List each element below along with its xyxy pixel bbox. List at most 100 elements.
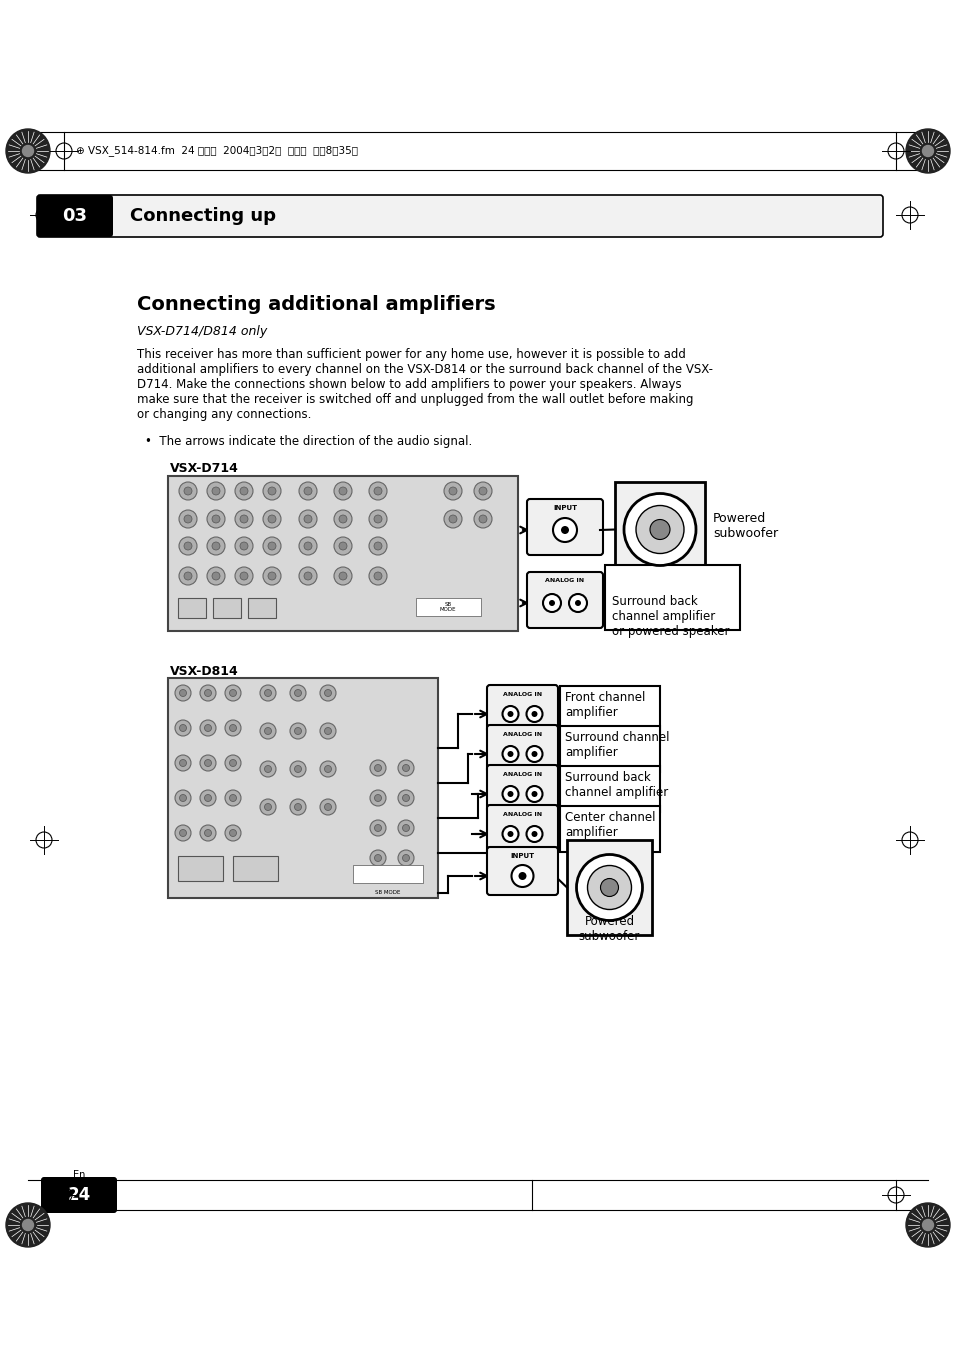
Circle shape: [298, 509, 316, 528]
Text: INPUT: INPUT: [510, 852, 534, 859]
Circle shape: [268, 571, 275, 580]
Text: ANALOG IN: ANALOG IN: [502, 692, 541, 697]
Circle shape: [23, 146, 33, 157]
Circle shape: [304, 515, 312, 523]
Circle shape: [174, 825, 191, 842]
Circle shape: [204, 759, 212, 766]
Circle shape: [324, 689, 331, 697]
Circle shape: [184, 542, 192, 550]
Circle shape: [294, 727, 301, 735]
Text: VSX-D714/D814 only: VSX-D714/D814 only: [137, 326, 267, 338]
Circle shape: [174, 755, 191, 771]
Circle shape: [623, 493, 696, 566]
Circle shape: [179, 759, 186, 766]
Circle shape: [294, 689, 301, 697]
Circle shape: [240, 515, 248, 523]
Text: or changing any connections.: or changing any connections.: [137, 408, 311, 422]
Circle shape: [531, 831, 537, 838]
Circle shape: [397, 850, 414, 866]
Circle shape: [200, 755, 215, 771]
Text: Surround back
channel amplifier
or powered speaker: Surround back channel amplifier or power…: [612, 594, 729, 638]
FancyBboxPatch shape: [526, 571, 602, 628]
FancyBboxPatch shape: [526, 499, 602, 555]
Circle shape: [575, 600, 580, 607]
Circle shape: [184, 515, 192, 523]
FancyBboxPatch shape: [486, 805, 558, 852]
Circle shape: [507, 751, 513, 757]
Text: ⊕ VSX_514-814.fm  24 ページ  2004年3月2日  火曜日  午後8時35分: ⊕ VSX_514-814.fm 24 ページ 2004年3月2日 火曜日 午後…: [76, 146, 357, 157]
Circle shape: [212, 571, 220, 580]
Circle shape: [264, 727, 272, 735]
Circle shape: [263, 567, 281, 585]
Bar: [213, 598, 241, 617]
Bar: [248, 598, 275, 617]
Circle shape: [234, 567, 253, 585]
Circle shape: [568, 594, 586, 612]
Circle shape: [526, 707, 542, 721]
Circle shape: [334, 482, 352, 500]
Circle shape: [212, 486, 220, 494]
Text: This receiver has more than sufficient power for any home use, however it is pos: This receiver has more than sufficient p…: [137, 349, 685, 361]
Circle shape: [304, 571, 312, 580]
Circle shape: [370, 850, 386, 866]
Circle shape: [369, 536, 387, 555]
Circle shape: [290, 723, 306, 739]
Circle shape: [402, 794, 409, 801]
Text: 03: 03: [63, 207, 88, 226]
Circle shape: [264, 766, 272, 773]
Bar: [559, 807, 659, 852]
Circle shape: [260, 685, 275, 701]
Circle shape: [298, 567, 316, 585]
Bar: [178, 857, 223, 881]
Circle shape: [576, 854, 641, 920]
FancyBboxPatch shape: [486, 725, 558, 773]
Circle shape: [230, 689, 236, 697]
Circle shape: [636, 505, 683, 554]
Circle shape: [298, 482, 316, 500]
Circle shape: [397, 761, 414, 775]
Circle shape: [402, 765, 409, 771]
Circle shape: [207, 536, 225, 555]
Text: En: En: [72, 1170, 85, 1179]
Text: VSX-D814: VSX-D814: [170, 665, 238, 678]
Circle shape: [334, 509, 352, 528]
Circle shape: [649, 520, 669, 539]
Circle shape: [370, 761, 386, 775]
Circle shape: [23, 1220, 33, 1231]
Text: D714. Make the connections shown below to add amplifiers to power your speakers.: D714. Make the connections shown below t…: [137, 378, 680, 390]
Circle shape: [374, 542, 381, 550]
Text: make sure that the receiver is switched off and unplugged from the wall outlet b: make sure that the receiver is switched …: [137, 393, 693, 407]
Circle shape: [474, 482, 492, 500]
Text: •  The arrows indicate the direction of the audio signal.: • The arrows indicate the direction of t…: [145, 435, 472, 449]
Circle shape: [230, 724, 236, 731]
Circle shape: [179, 536, 196, 555]
Text: ANALOG IN: ANALOG IN: [502, 771, 541, 777]
Circle shape: [234, 509, 253, 528]
Circle shape: [264, 689, 272, 697]
Circle shape: [478, 486, 486, 494]
Circle shape: [294, 804, 301, 811]
Circle shape: [225, 685, 241, 701]
FancyBboxPatch shape: [37, 195, 112, 236]
Circle shape: [240, 542, 248, 550]
Circle shape: [240, 486, 248, 494]
Circle shape: [397, 820, 414, 836]
Bar: [566, 840, 651, 935]
Circle shape: [204, 794, 212, 801]
Bar: [233, 857, 277, 881]
Bar: [559, 766, 659, 812]
Text: Center channel
amplifier: Center channel amplifier: [564, 811, 655, 839]
Circle shape: [922, 146, 933, 157]
Circle shape: [200, 790, 215, 807]
Text: Connecting up: Connecting up: [130, 207, 275, 226]
Circle shape: [531, 790, 537, 797]
Circle shape: [263, 482, 281, 500]
Circle shape: [204, 830, 212, 836]
FancyBboxPatch shape: [486, 765, 558, 813]
Circle shape: [263, 536, 281, 555]
Circle shape: [179, 724, 186, 731]
Circle shape: [502, 825, 518, 842]
Circle shape: [511, 865, 533, 888]
Circle shape: [443, 482, 461, 500]
Circle shape: [905, 1202, 949, 1247]
